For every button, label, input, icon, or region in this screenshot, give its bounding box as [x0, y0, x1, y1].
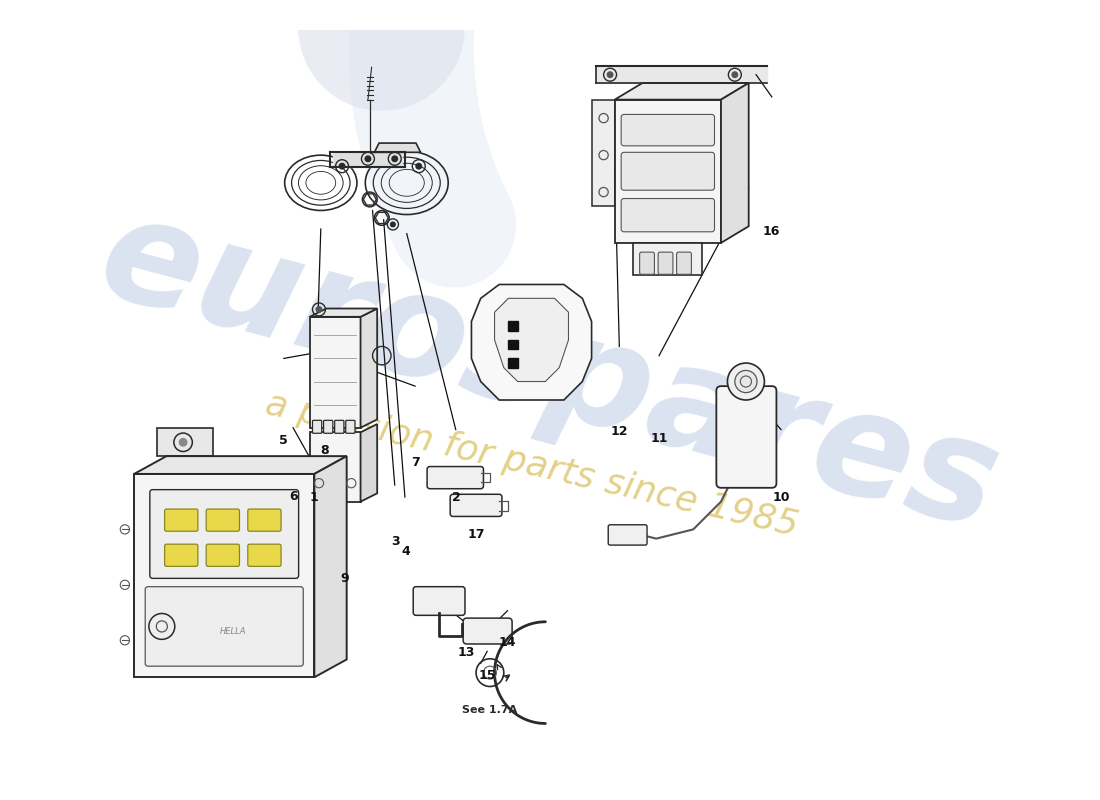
Text: 4: 4 — [402, 545, 410, 558]
Polygon shape — [361, 424, 377, 502]
Circle shape — [179, 438, 187, 446]
Polygon shape — [374, 143, 420, 152]
FancyBboxPatch shape — [312, 420, 321, 434]
FancyBboxPatch shape — [450, 494, 502, 517]
FancyBboxPatch shape — [206, 544, 240, 566]
Circle shape — [316, 306, 321, 312]
Circle shape — [733, 72, 738, 78]
Text: See 1.7A: See 1.7A — [462, 705, 518, 715]
Text: 3: 3 — [392, 535, 399, 549]
Polygon shape — [157, 429, 212, 456]
FancyBboxPatch shape — [248, 544, 282, 566]
Text: eurospares: eurospares — [86, 185, 1014, 560]
FancyBboxPatch shape — [427, 466, 484, 489]
Polygon shape — [315, 456, 346, 678]
FancyBboxPatch shape — [658, 252, 673, 274]
Circle shape — [416, 163, 421, 169]
Text: 13: 13 — [458, 646, 475, 659]
Text: 6: 6 — [289, 490, 298, 502]
FancyBboxPatch shape — [676, 252, 692, 274]
Polygon shape — [310, 432, 361, 502]
Polygon shape — [134, 456, 346, 474]
Text: 16: 16 — [763, 225, 780, 238]
Bar — [508, 322, 518, 330]
Text: 10: 10 — [773, 491, 791, 504]
FancyBboxPatch shape — [206, 509, 240, 531]
FancyBboxPatch shape — [621, 114, 715, 146]
FancyBboxPatch shape — [463, 618, 513, 644]
FancyBboxPatch shape — [608, 525, 647, 545]
Bar — [508, 358, 518, 368]
Circle shape — [365, 156, 371, 162]
Text: 7: 7 — [411, 456, 420, 470]
Text: 14: 14 — [498, 636, 516, 649]
FancyBboxPatch shape — [150, 490, 298, 578]
Text: 9: 9 — [340, 573, 349, 586]
Circle shape — [392, 156, 397, 162]
FancyBboxPatch shape — [621, 152, 715, 190]
Bar — [508, 340, 518, 349]
Circle shape — [390, 222, 395, 226]
Polygon shape — [720, 83, 749, 243]
FancyBboxPatch shape — [248, 509, 282, 531]
Polygon shape — [472, 285, 592, 400]
FancyBboxPatch shape — [145, 586, 304, 666]
FancyBboxPatch shape — [621, 198, 715, 232]
Circle shape — [735, 370, 757, 393]
FancyBboxPatch shape — [639, 252, 654, 274]
Circle shape — [607, 72, 613, 78]
Text: 5: 5 — [279, 434, 288, 447]
FancyBboxPatch shape — [165, 544, 198, 566]
Polygon shape — [361, 309, 377, 428]
FancyBboxPatch shape — [345, 420, 355, 434]
Text: 15: 15 — [478, 669, 496, 682]
Polygon shape — [310, 309, 377, 317]
Polygon shape — [634, 243, 703, 275]
Text: 17: 17 — [469, 528, 485, 541]
Polygon shape — [615, 83, 749, 100]
Text: 8: 8 — [320, 444, 329, 457]
Text: 2: 2 — [452, 491, 461, 504]
FancyBboxPatch shape — [414, 586, 465, 615]
Text: 1: 1 — [310, 491, 319, 504]
Circle shape — [339, 163, 344, 169]
Text: 12: 12 — [610, 425, 628, 438]
FancyBboxPatch shape — [323, 420, 333, 434]
Text: HELLA: HELLA — [220, 626, 246, 635]
FancyBboxPatch shape — [334, 420, 344, 434]
Circle shape — [727, 363, 764, 400]
Polygon shape — [592, 100, 615, 206]
FancyBboxPatch shape — [165, 509, 198, 531]
Polygon shape — [495, 298, 569, 382]
FancyBboxPatch shape — [716, 386, 777, 488]
Polygon shape — [134, 474, 315, 678]
Text: a passion for parts since 1985: a passion for parts since 1985 — [262, 386, 801, 542]
Polygon shape — [310, 317, 361, 428]
Polygon shape — [615, 100, 720, 243]
Text: 11: 11 — [651, 432, 669, 445]
